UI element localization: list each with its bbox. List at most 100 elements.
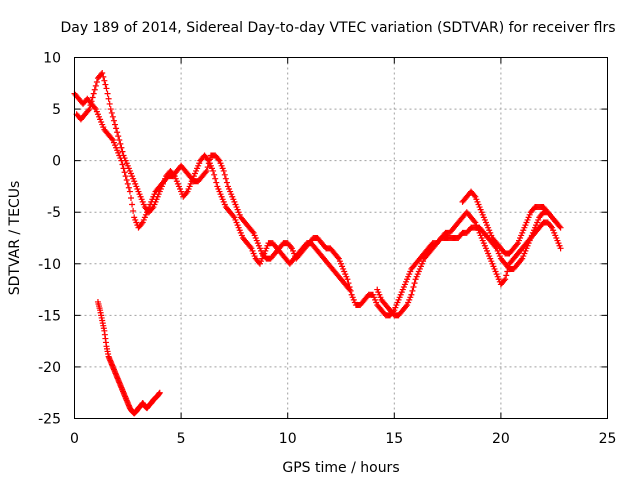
data-point bbox=[103, 85, 110, 92]
data-point bbox=[110, 117, 117, 124]
x-axis-label: GPS time / hours bbox=[282, 460, 399, 476]
data-point bbox=[223, 179, 230, 186]
data-point bbox=[85, 107, 92, 114]
data-point bbox=[345, 285, 352, 292]
data-point bbox=[92, 82, 99, 89]
y-tick-label: -15 bbox=[38, 308, 61, 324]
x-tick-label: 15 bbox=[385, 431, 403, 447]
data-point bbox=[107, 106, 114, 113]
data-point bbox=[211, 171, 218, 178]
data-point bbox=[89, 94, 96, 101]
data-point bbox=[471, 192, 478, 199]
data-point bbox=[230, 213, 237, 220]
data-point bbox=[553, 219, 560, 226]
data-point bbox=[213, 179, 220, 186]
y-tick-label: 5 bbox=[52, 102, 61, 118]
data-point bbox=[130, 207, 137, 214]
data-point bbox=[125, 184, 132, 191]
series-trace-c bbox=[374, 209, 564, 319]
data-point bbox=[504, 268, 511, 275]
data-point bbox=[204, 156, 211, 163]
data-point bbox=[100, 73, 107, 80]
data-point bbox=[101, 77, 108, 84]
data-point bbox=[138, 220, 145, 227]
data-point bbox=[344, 276, 351, 283]
series-trace-b bbox=[73, 69, 353, 293]
data-point bbox=[102, 81, 109, 88]
data-point bbox=[471, 218, 478, 225]
data-point bbox=[118, 144, 125, 151]
data-point bbox=[203, 167, 210, 174]
data-point bbox=[501, 277, 508, 284]
data-point bbox=[122, 173, 129, 180]
x-tick-label: 20 bbox=[492, 431, 510, 447]
data-point bbox=[99, 69, 106, 76]
data-point bbox=[123, 176, 130, 183]
y-tick-label: 0 bbox=[52, 154, 61, 170]
plot-frame bbox=[74, 57, 608, 419]
data-point bbox=[117, 140, 124, 147]
data-point bbox=[114, 129, 121, 136]
data-point bbox=[105, 95, 112, 102]
data-point bbox=[346, 286, 353, 293]
x-tick-label: 0 bbox=[70, 431, 79, 447]
series-trace-e bbox=[94, 298, 163, 417]
y-tick-label: -20 bbox=[38, 360, 61, 376]
data-point bbox=[552, 218, 559, 225]
data-point bbox=[127, 195, 134, 202]
data-point bbox=[119, 161, 126, 168]
data-point bbox=[287, 244, 294, 251]
data-point bbox=[121, 169, 128, 176]
data-point bbox=[202, 169, 209, 176]
data-point bbox=[86, 106, 93, 113]
data-point bbox=[221, 171, 228, 178]
data-point bbox=[204, 164, 211, 171]
data-point bbox=[129, 201, 136, 208]
y-tick-label: -25 bbox=[38, 412, 61, 428]
data-point bbox=[410, 283, 417, 290]
data-point bbox=[91, 104, 98, 111]
x-tick-label: 25 bbox=[599, 431, 617, 447]
y-axis-label: SDTVAR / TECUs bbox=[7, 181, 23, 296]
data-point bbox=[113, 125, 120, 132]
x-tick-labels: 0 5 10 15 20 25 bbox=[70, 431, 616, 447]
data-point bbox=[149, 205, 156, 212]
data-point bbox=[557, 224, 564, 231]
data-point bbox=[518, 256, 525, 263]
data-point bbox=[87, 102, 94, 109]
data-point bbox=[502, 276, 509, 283]
data-point bbox=[126, 188, 133, 195]
data-point bbox=[170, 171, 177, 178]
data-point bbox=[403, 303, 410, 310]
data-point bbox=[120, 165, 127, 172]
series-trace-d bbox=[459, 188, 560, 257]
data-point bbox=[505, 264, 512, 271]
data-point bbox=[249, 228, 256, 235]
data-point bbox=[93, 78, 100, 85]
data-point bbox=[557, 245, 564, 252]
data-point bbox=[215, 156, 222, 163]
data-point bbox=[124, 180, 131, 187]
data-point bbox=[108, 135, 115, 142]
data-point bbox=[247, 244, 254, 251]
data-point bbox=[183, 189, 190, 196]
data-point bbox=[222, 175, 229, 182]
data-point bbox=[334, 254, 341, 261]
data-point bbox=[88, 98, 95, 105]
grid-lines bbox=[74, 57, 608, 419]
x-tick-label: 5 bbox=[177, 431, 186, 447]
data-point bbox=[115, 133, 122, 140]
data-point bbox=[212, 175, 219, 182]
data-point bbox=[90, 90, 97, 97]
data-point bbox=[513, 241, 520, 248]
data-point bbox=[112, 121, 119, 128]
data-point bbox=[411, 280, 418, 287]
y-tick-label: 10 bbox=[43, 51, 61, 67]
data-point bbox=[116, 137, 123, 144]
data-points bbox=[71, 69, 564, 417]
data-point bbox=[109, 113, 116, 120]
data-point bbox=[156, 389, 163, 396]
data-point bbox=[503, 272, 510, 279]
data-point bbox=[210, 167, 217, 174]
